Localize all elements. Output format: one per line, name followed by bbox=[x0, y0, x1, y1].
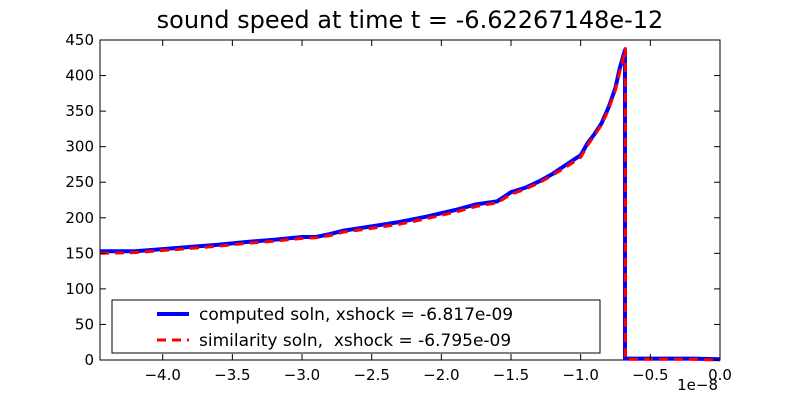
y-tick-label: 400 bbox=[65, 67, 94, 85]
x-tick-label: −2.0 bbox=[423, 366, 459, 384]
y-tick-label: 0 bbox=[84, 351, 94, 369]
x-tick-label: −1.0 bbox=[562, 366, 598, 384]
legend-label-similarity: similarity soln, xshock = -6.795e-09 bbox=[199, 331, 511, 351]
legend: computed soln, xshock = -6.817e-09 simil… bbox=[111, 299, 601, 354]
x-tick-label: −3.5 bbox=[214, 366, 250, 384]
legend-box bbox=[111, 299, 601, 354]
chart-title: sound speed at time t = -6.62267148e-12 bbox=[157, 6, 664, 34]
x-tick-label: −2.5 bbox=[353, 366, 389, 384]
series-line-1 bbox=[99, 47, 721, 362]
y-tick-label: 50 bbox=[75, 315, 94, 333]
ticks-layer: −4.0 −3.5 −3.0 −2.5 −2.0 −1.5 −1.0 −0.5 0.0 0 50 10… bbox=[65, 31, 732, 384]
x-tick-label: −3.0 bbox=[284, 366, 320, 384]
y-tick-label: 350 bbox=[65, 102, 94, 120]
x-tick-label: −0.5 bbox=[632, 366, 668, 384]
y-tick-label: 100 bbox=[65, 280, 94, 298]
y-tick-label: 300 bbox=[65, 138, 94, 156]
y-tick-label: 250 bbox=[65, 173, 94, 191]
y-tick-label: 200 bbox=[65, 209, 94, 227]
x-tick-label: −4.0 bbox=[144, 366, 180, 384]
series-layer bbox=[99, 47, 721, 362]
x-tick-label: 0.0 bbox=[708, 366, 732, 384]
x-offset-label: 1e−8 bbox=[677, 376, 718, 394]
x-tick-label: −1.5 bbox=[493, 366, 529, 384]
legend-label-computed: computed soln, xshock = -6.817e-09 bbox=[199, 305, 513, 325]
y-tick-label: 450 bbox=[65, 31, 94, 49]
y-tick-label: 150 bbox=[65, 244, 94, 262]
